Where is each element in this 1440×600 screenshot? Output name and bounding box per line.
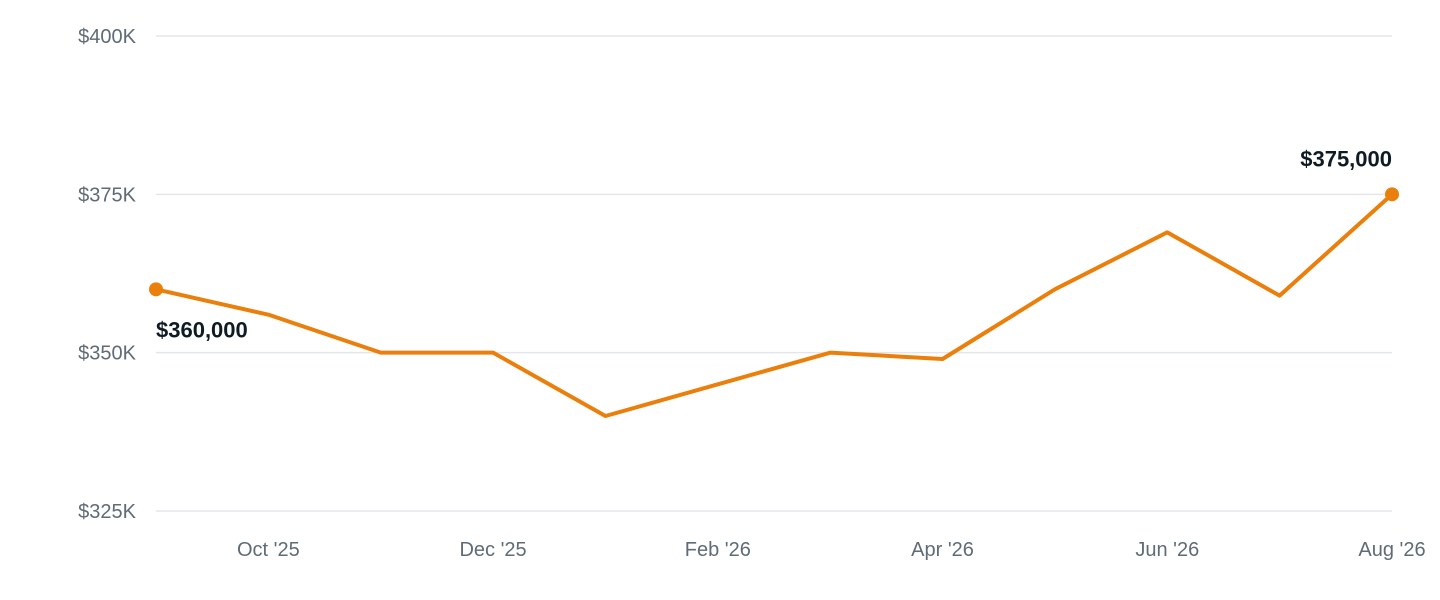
data-point-marker — [1385, 187, 1399, 202]
x-axis: Oct '25 Dec '25 Feb '26 Apr '26 Jun '26 Aug '… — [237, 539, 1426, 561]
y-tick-label: $400K — [78, 26, 136, 48]
y-tick-label: $350K — [78, 343, 136, 365]
data-label: $375,000 — [1300, 146, 1392, 171]
series-line — [154, 192, 1394, 418]
data-labels: $360,000 $375,000 — [149, 146, 1399, 342]
y-axis: $325K $350K $375K $400K — [78, 26, 136, 523]
grid — [156, 35, 1392, 512]
x-tick-label: Aug '26 — [1358, 539, 1425, 561]
data-label: $360,000 — [156, 317, 248, 342]
x-tick-label: Oct '25 — [237, 539, 300, 561]
x-tick-label: Apr '26 — [911, 539, 974, 561]
x-tick-label: Jun '26 — [1135, 539, 1199, 561]
y-tick-label: $375K — [78, 184, 136, 206]
data-point-marker — [149, 282, 163, 297]
x-tick-label: Feb '26 — [685, 539, 751, 561]
y-tick-label: $325K — [78, 501, 136, 523]
x-tick-label: Dec '25 — [459, 539, 526, 561]
series-layer — [154, 192, 1394, 418]
